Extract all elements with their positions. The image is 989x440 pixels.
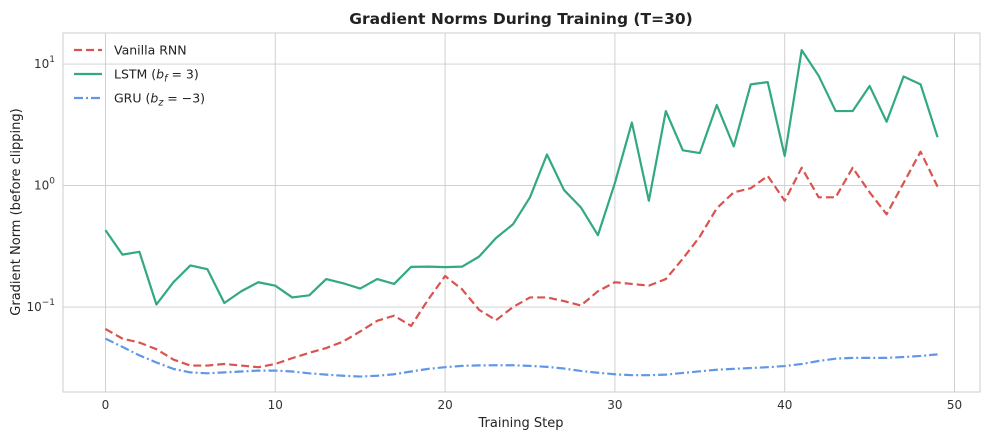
series-line-gru (104, 337, 938, 378)
legend-label: GRU (bz = −3) (114, 91, 205, 109)
legend-label: LSTM (bf = 3) (114, 67, 199, 85)
legend-label: Vanilla RNN (114, 43, 187, 58)
x-tick-label: 50 (947, 398, 962, 412)
y-tick-label: 100 (34, 177, 55, 193)
y-axis-label: Gradient Norm (before clipping) (9, 108, 24, 315)
x-tick-label: 10 (268, 398, 283, 412)
x-tick-label: 30 (607, 398, 622, 412)
grid-lines (63, 33, 980, 392)
chart-title: Gradient Norms During Training (T=30) (349, 10, 692, 28)
y-tick-label: 101 (34, 55, 55, 71)
tick-labels: 0 10 20 30 40 50 10−1 100 101 (26, 55, 962, 412)
x-axis-label: Training Step (477, 416, 563, 431)
series-line-lstm (104, 49, 939, 306)
series-lines (104, 49, 939, 378)
y-tick-label: 10−1 (26, 298, 55, 314)
x-tick-label: 20 (437, 398, 452, 412)
x-tick-label: 40 (777, 398, 792, 412)
x-tick-label: 0 (102, 398, 110, 412)
legend: Vanilla RNN LSTM (bf = 3) GRU (bz = −3) (74, 43, 205, 109)
series-line-vanilla-rnn (104, 150, 939, 369)
